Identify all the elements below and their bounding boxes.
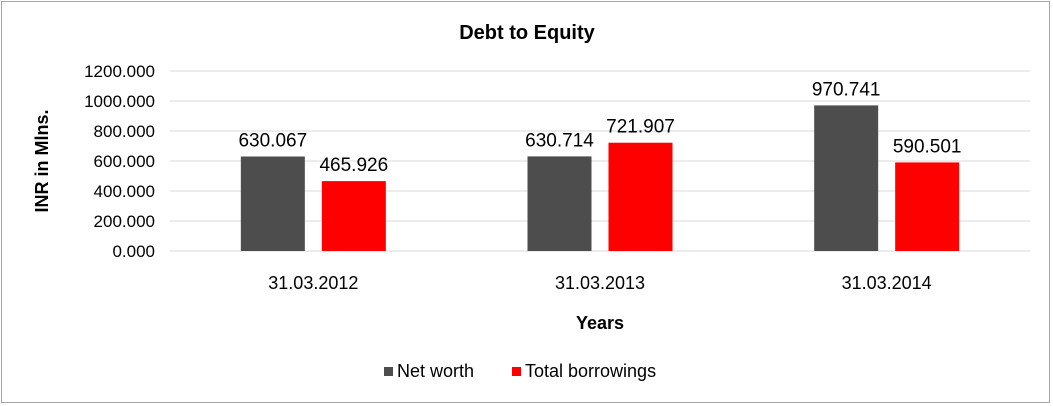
- legend-swatch: [512, 367, 521, 376]
- data-label: 630.714: [525, 130, 594, 151]
- y-tick-label: 400.000: [94, 182, 155, 201]
- x-axis-title: Years: [576, 313, 624, 333]
- bar: [608, 142, 673, 251]
- legend-swatch: [384, 367, 393, 376]
- data-label: 721.907: [606, 117, 675, 138]
- y-axis-title: INR in Mlns.: [32, 110, 52, 213]
- legend-label: Total borrowings: [525, 361, 656, 381]
- x-tick-label: 31.03.2012: [268, 273, 358, 293]
- bar: [527, 156, 592, 251]
- y-axis-ticks: 0.000 200.000 400.000 600.000 800.000 1000.00…: [84, 62, 155, 261]
- data-label: 630.067: [238, 130, 307, 151]
- y-tick-label: 0.000: [112, 242, 155, 261]
- x-tick-label: 31.03.2014: [842, 273, 932, 293]
- bar: [895, 162, 960, 251]
- y-tick-label: 1200.000: [84, 62, 155, 81]
- x-tick-label: 31.03.2013: [555, 273, 645, 293]
- category-labels: 31.03.2012 31.03.2013 31.03.2014: [268, 273, 931, 293]
- bar: [814, 105, 879, 251]
- y-tick-label: 800.000: [94, 122, 155, 141]
- data-labels: 630.067 465.926 630.714 721.907 970.741 590.5…: [238, 79, 961, 176]
- chart-title: Debt to Equity: [459, 22, 595, 44]
- y-tick-label: 600.000: [94, 152, 155, 171]
- y-tick-label: 1000.000: [84, 92, 155, 111]
- data-label: 970.741: [812, 79, 881, 100]
- bars: [240, 105, 960, 251]
- bar: [240, 156, 305, 251]
- gridlines: [170, 70, 1030, 222]
- data-label: 590.501: [893, 136, 962, 157]
- y-tick-label: 200.000: [94, 212, 155, 231]
- data-label: 465.926: [319, 155, 388, 176]
- legend: Net worth Total borrowings: [384, 361, 656, 381]
- bar: [321, 181, 386, 251]
- legend-label: Net worth: [397, 361, 474, 381]
